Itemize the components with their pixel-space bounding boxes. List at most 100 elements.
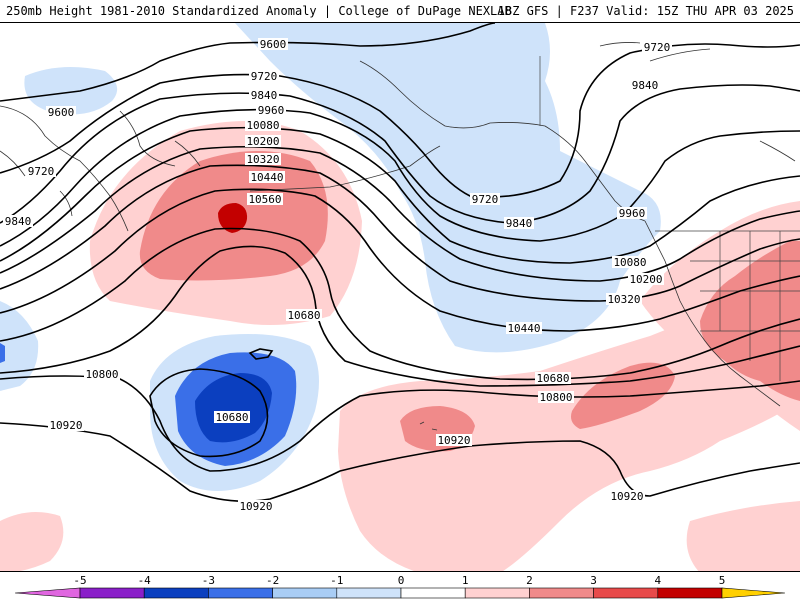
svg-text:10680: 10680	[215, 411, 248, 424]
svg-text:10920: 10920	[437, 434, 470, 447]
svg-text:9960: 9960	[258, 104, 285, 117]
svg-text:10200: 10200	[246, 135, 279, 148]
svg-text:10560: 10560	[248, 193, 281, 206]
label-10680-a: 10680	[286, 309, 322, 322]
svg-text:10440: 10440	[507, 322, 540, 335]
contour-10080	[0, 126, 800, 264]
map-canvas: 9600 9600 9720 9720 9720 9720 9840 9840 …	[0, 23, 800, 571]
positive-anomaly-se-edge	[686, 501, 800, 571]
colorbar-segment	[593, 587, 659, 599]
colorbar-tick-label: -4	[137, 574, 151, 587]
label-9960-a: 9960	[256, 104, 286, 117]
label-9840-c: 9840	[3, 215, 33, 228]
colorbar-tick-label: 0	[397, 574, 405, 587]
negative-anomaly-alaska	[235, 23, 661, 353]
svg-text:10080: 10080	[246, 119, 279, 132]
colorbar-segment	[208, 587, 273, 599]
colorbar-segment	[529, 587, 594, 599]
contour-10440	[0, 188, 800, 332]
colorbar-tick-label: -3	[201, 574, 216, 587]
svg-text:9840: 9840	[251, 89, 278, 102]
colorbar-scale	[14, 587, 786, 599]
negative-anomaly-pacific-core	[195, 373, 272, 443]
colorbar-tick-label: 4	[654, 574, 662, 587]
colorbar-arrow-high	[721, 587, 786, 599]
colorbar-tick-label: 5	[718, 574, 726, 587]
contour-labels: 9600 9600 9720 9720 9720 9720 9840 9840 …	[3, 38, 672, 513]
label-9840-a: 9840	[249, 89, 279, 102]
label-10320-b: 10320	[606, 293, 642, 306]
label-9720-c: 9720	[26, 165, 56, 178]
alaska-coast	[359, 60, 646, 222]
label-10680-b: 10680	[214, 411, 250, 424]
colorbar-tick-label: 3	[590, 574, 597, 587]
label-9720-a: 9720	[249, 70, 279, 83]
label-9840-d: 9840	[504, 217, 534, 230]
svg-text:9840: 9840	[506, 217, 533, 230]
svg-text:10680: 10680	[287, 309, 320, 322]
contour-10680-tiny	[248, 348, 274, 360]
contour-10200	[0, 145, 800, 282]
contour-10680-low	[149, 368, 269, 458]
svg-text:10920: 10920	[239, 500, 272, 513]
contour-9960	[0, 108, 800, 247]
map-title: 250mb Height 1981-2010 Standardized Anom…	[6, 4, 512, 18]
contour-9840	[0, 84, 800, 224]
svg-text:10680: 10680	[536, 372, 569, 385]
colorbar-segment	[657, 587, 723, 599]
label-10200-b: 10200	[628, 273, 664, 286]
label-10920-d: 10920	[609, 490, 645, 503]
svg-text:10920: 10920	[49, 419, 82, 432]
colorbar-segment	[336, 587, 402, 599]
negative-anomaly-west-small	[24, 67, 118, 115]
state-borders	[690, 231, 800, 381]
svg-text:10080: 10080	[613, 256, 646, 269]
label-10800-b: 10800	[538, 391, 574, 404]
contour-10320	[0, 164, 800, 302]
label-10800-a: 10800	[84, 368, 120, 381]
label-9960-b: 9960	[617, 207, 647, 220]
positive-anomaly-south-edge	[0, 512, 64, 571]
colorbar-tick-label: -2	[265, 574, 280, 587]
svg-text:9720: 9720	[644, 41, 671, 54]
colorbar-tick-label: 1	[461, 574, 469, 587]
label-10080-a: 10080	[245, 119, 281, 132]
colorbar-tick-label: -5	[73, 574, 87, 587]
colorbar-segment	[79, 587, 145, 599]
anomaly-map: 9600 9600 9720 9720 9720 9720 9840 9840 …	[0, 22, 800, 572]
svg-text:10320: 10320	[246, 153, 279, 166]
label-10320-a: 10320	[245, 153, 281, 166]
svg-text:9600: 9600	[48, 106, 75, 119]
map-header: 250mb Height 1981-2010 Standardized Anom…	[0, 0, 800, 22]
colorbar-segment	[143, 587, 209, 599]
colorbar-segment	[272, 587, 338, 599]
label-9720-b: 9720	[642, 41, 672, 54]
label-10560: 10560	[247, 193, 283, 206]
label-9720-d: 9720	[470, 193, 500, 206]
colorbar-segment	[464, 587, 530, 599]
anomaly-colorbar: -5 -4 -3 -2 -1 0 1 2 3 4 5	[0, 572, 800, 600]
svg-text:10800: 10800	[539, 391, 572, 404]
negative-anomaly-left-edge-core	[0, 343, 5, 363]
colorbar-tick-label: 2	[526, 574, 533, 587]
contour-10800	[0, 375, 800, 472]
positive-anomaly-bering-core	[218, 203, 248, 233]
colorbar-arrow-low	[14, 587, 81, 599]
svg-text:9720: 9720	[251, 70, 278, 83]
label-10680-c: 10680	[535, 372, 571, 385]
svg-text:10440: 10440	[250, 171, 283, 184]
colorbar-segment	[400, 587, 466, 599]
label-10080-b: 10080	[612, 256, 648, 269]
contour-10560	[0, 227, 800, 381]
svg-text:9720: 9720	[28, 165, 55, 178]
contour-9600	[0, 23, 496, 102]
label-9600-b: 9600	[46, 106, 76, 119]
svg-text:9960: 9960	[619, 207, 646, 220]
svg-text:9600: 9600	[260, 38, 287, 51]
model-valid-time: 18Z GFS | F237 Valid: 15Z THU APR 03 202…	[497, 4, 794, 18]
contour-10920	[0, 422, 800, 503]
svg-text:10800: 10800	[85, 368, 118, 381]
label-10920-b: 10920	[436, 434, 472, 447]
negative-anomaly-left-edge	[0, 301, 39, 391]
svg-text:10200: 10200	[629, 273, 662, 286]
